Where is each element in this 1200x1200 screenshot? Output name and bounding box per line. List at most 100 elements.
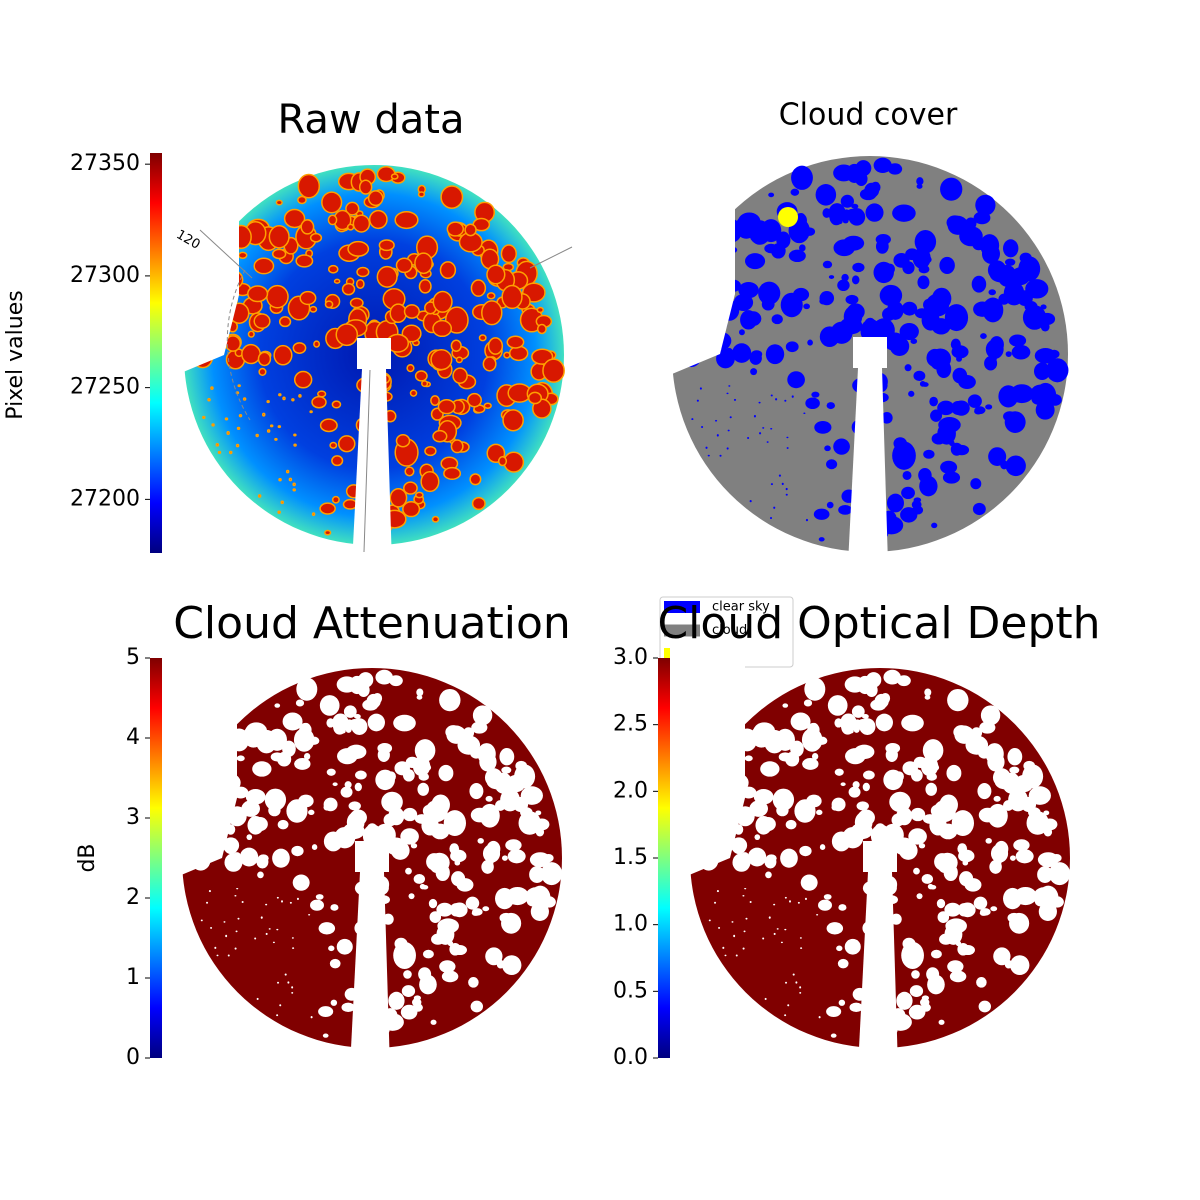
cloud-blob <box>972 502 986 516</box>
panel-title: Raw data <box>278 97 465 143</box>
cloud-blob <box>803 412 806 415</box>
cloud-blob <box>802 758 819 770</box>
colorbar-tick-label: 1.0 <box>613 912 648 937</box>
cloud-blob <box>300 219 315 235</box>
cloud-blob <box>389 488 408 508</box>
cloud-blob <box>378 239 395 252</box>
cloud-blob <box>429 852 450 873</box>
cloud-blob <box>292 874 310 891</box>
cloud-blob <box>862 782 870 792</box>
cloud-blob <box>283 208 306 229</box>
cloud-blob <box>901 301 918 316</box>
cloud-blob <box>865 203 884 222</box>
cloud-blob <box>924 688 932 697</box>
cloud-blob <box>765 344 785 365</box>
cloud-blob <box>403 970 412 979</box>
cloud-blob <box>499 748 515 766</box>
cloud-blob <box>729 416 732 419</box>
cloud-blob <box>401 985 416 998</box>
cloud-blob <box>865 683 878 698</box>
cloud-blob <box>388 807 405 826</box>
mask-cutout <box>162 648 237 883</box>
cloud-blob <box>952 367 968 384</box>
cloud-blob <box>430 348 453 371</box>
cloud-blob <box>334 826 356 849</box>
cloud-blob <box>786 447 789 449</box>
cloud-blob <box>409 389 418 397</box>
cloud-blob <box>340 786 353 798</box>
polar-grid-line <box>199 229 253 279</box>
cloud-blob <box>775 728 795 751</box>
cloud-blob <box>465 896 480 910</box>
cloud-blob <box>980 908 991 916</box>
cloud-blob <box>466 392 482 408</box>
legend-swatch <box>664 601 700 613</box>
cloud-blob <box>862 714 869 719</box>
cloud-blob <box>238 413 243 418</box>
cloud-blob <box>1034 347 1057 364</box>
cloud-blob <box>403 481 418 495</box>
cloud-blob <box>993 795 1001 802</box>
cloud-blob <box>744 755 753 762</box>
cloud-blob <box>410 843 418 849</box>
cloud-blob <box>394 761 410 776</box>
cloud-blob <box>731 921 734 923</box>
cloud-blob <box>318 922 336 935</box>
cloud-blob <box>873 157 892 173</box>
legend-label: clear sky <box>712 600 770 615</box>
cloud-blob <box>291 991 294 994</box>
cloud-blob <box>291 937 294 939</box>
cloud-blob <box>234 894 237 897</box>
mask-cutout <box>863 841 897 872</box>
cloud-blob <box>732 343 752 363</box>
cloud-blob <box>536 323 547 335</box>
cloud-blob <box>936 898 946 909</box>
cloud-blob <box>826 501 834 509</box>
cloud-blob <box>295 254 314 268</box>
cloud-blob <box>973 896 988 910</box>
cloud-blob <box>400 1004 418 1020</box>
cloud-blob <box>292 488 296 492</box>
cloud-blob <box>1005 351 1012 357</box>
cloud-blob <box>518 811 541 835</box>
cloud-blob <box>753 414 756 418</box>
cloud-blob <box>758 401 761 404</box>
cloud-blob <box>479 752 497 772</box>
cloud-blob <box>834 768 844 776</box>
colorbar-label: dB <box>75 843 100 872</box>
cloud-blob <box>913 497 922 503</box>
cloud-blob <box>331 495 340 504</box>
cloud-blob <box>501 766 512 774</box>
cloud-blob <box>994 840 1009 858</box>
cloud-blob <box>276 928 279 931</box>
cloud-blob <box>823 894 832 900</box>
cloud-blob <box>311 512 316 517</box>
cloud-blob <box>308 736 320 745</box>
cloud-blob <box>807 722 820 737</box>
cloud-blob <box>742 947 745 950</box>
colorbar-tick-label: 4 <box>126 725 140 750</box>
cloud-blob <box>784 1014 787 1017</box>
cloud-blob <box>822 260 833 269</box>
cloud-blob <box>227 954 230 957</box>
cloud-blob <box>265 903 268 906</box>
cloud-blob <box>913 370 926 382</box>
cloud-blob <box>959 226 983 247</box>
cloud-blob <box>940 460 958 474</box>
cloud-blob <box>944 304 969 332</box>
cloud-blob <box>922 739 944 762</box>
cloud-blob <box>908 390 915 397</box>
cloud-blob <box>404 466 415 477</box>
cloud-blob <box>840 194 855 208</box>
cloud-blob <box>278 478 282 482</box>
cloud-blob <box>854 744 875 760</box>
cloud-blob <box>497 456 508 467</box>
cloud-blob <box>881 412 893 424</box>
cloud-blob <box>277 819 289 830</box>
cloud-blob <box>247 330 255 338</box>
cloud-blob <box>479 803 500 828</box>
cloud-blob <box>953 725 970 739</box>
cloud-blob <box>759 432 762 435</box>
cloud-blob <box>799 991 802 994</box>
cloud-blob <box>1040 304 1047 310</box>
